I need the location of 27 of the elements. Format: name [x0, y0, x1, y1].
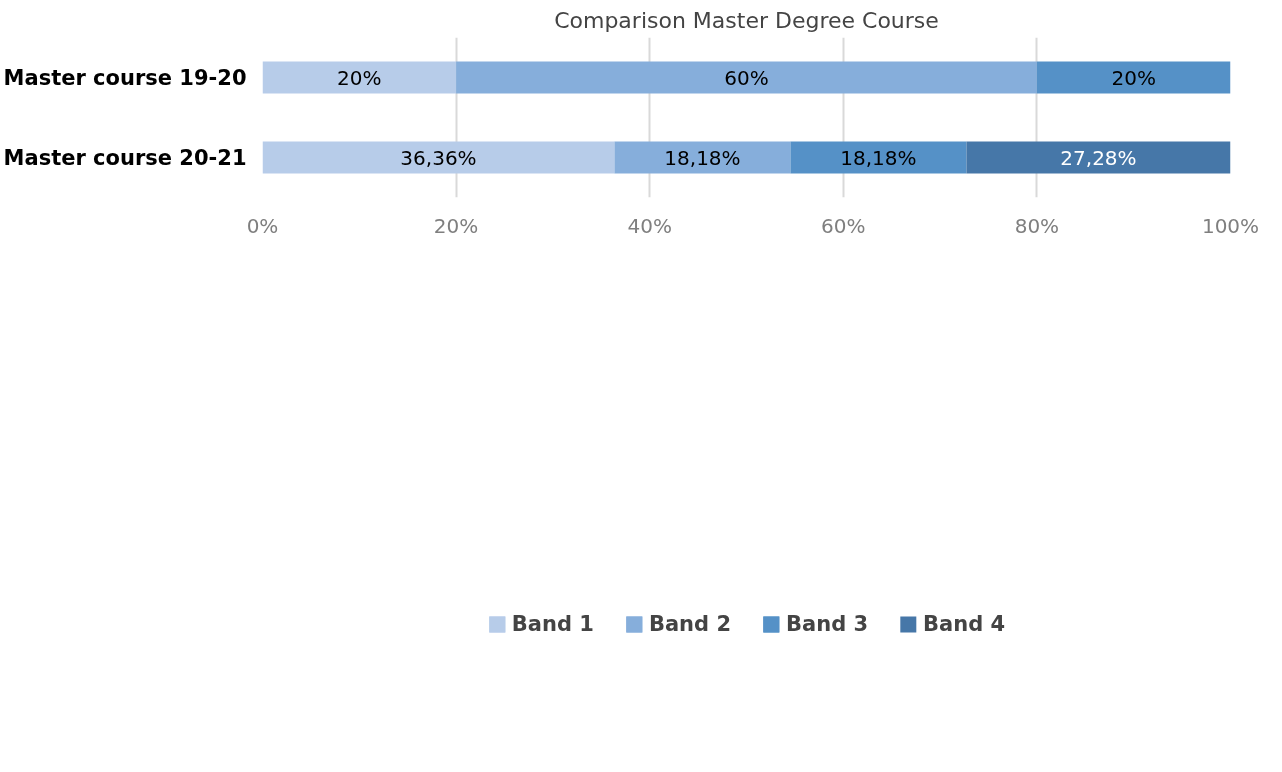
chart-title: Comparison Master Degree Course	[554, 7, 939, 33]
data-label: 20%	[1111, 65, 1156, 90]
x-tick-label: 60%	[821, 213, 866, 238]
legend-label: Band 2	[648, 612, 731, 636]
data-label: 18,18%	[840, 145, 917, 170]
data-label: 27,28%	[1060, 145, 1137, 170]
data-label: 20%	[337, 65, 382, 90]
legend-label: Band 1	[511, 612, 594, 636]
data-label: 36,36%	[400, 145, 477, 170]
legend-label: Band 3	[786, 612, 869, 636]
x-tick-label: 20%	[433, 213, 479, 238]
x-tick-label: 80%	[1014, 213, 1060, 238]
bar	[262, 141, 615, 174]
x-tick-label: 100%	[1201, 213, 1260, 238]
bar	[614, 141, 791, 174]
bar	[456, 61, 1037, 94]
bar	[1036, 61, 1231, 94]
y-tick-label: Master course 19-20	[3, 65, 247, 90]
y-tick-label: Master course 20-21	[3, 145, 247, 170]
data-label: 60%	[724, 65, 769, 90]
bar	[966, 141, 1231, 174]
x-tick-label: 40%	[627, 213, 672, 238]
x-tick-label: 0%	[246, 213, 279, 238]
data-label: 18,18%	[664, 145, 741, 170]
bar	[790, 141, 967, 174]
bar	[262, 61, 457, 94]
legend-label: Band 4	[923, 612, 1006, 636]
